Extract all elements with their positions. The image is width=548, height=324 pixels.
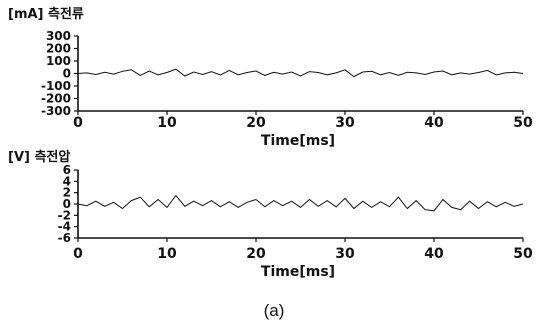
current-chart-y-tick-label: 0 bbox=[63, 67, 71, 81]
voltage-chart-y-tick-label: 6 bbox=[63, 163, 71, 177]
current-chart-x-tick-label: 30 bbox=[335, 115, 355, 131]
voltage-chart-y-tick-label: -2 bbox=[58, 208, 71, 222]
voltage-chart-y-tick-label: 2 bbox=[63, 186, 71, 200]
voltage-chart-x-tick-label: 10 bbox=[157, 246, 177, 262]
current-chart-title: [mA] 측전류 bbox=[8, 6, 84, 22]
voltage-chart-x-axis-label: Time[ms] bbox=[261, 264, 335, 280]
current-chart-signal-line bbox=[77, 68, 524, 78]
voltage-chart-y-tick-label: -4 bbox=[58, 220, 71, 234]
current-chart: [mA] 측전류 Time[ms] 3002001000-100-200-300… bbox=[8, 6, 533, 149]
voltage-chart-x-tick-label: 50 bbox=[513, 246, 533, 262]
voltage-chart-y-tick-label: -6 bbox=[58, 231, 71, 245]
voltage-chart-y-tick-label: 0 bbox=[63, 197, 71, 211]
voltage-chart-signal-line bbox=[77, 194, 524, 212]
current-chart-x-axis-label: Time[ms] bbox=[261, 133, 335, 149]
current-chart-x-tick-label: 20 bbox=[246, 115, 266, 131]
voltage-chart-x-tick-label: 30 bbox=[335, 246, 355, 262]
current-chart-y-tick-label: 100 bbox=[46, 54, 71, 68]
voltage-chart-y-tick-label: 4 bbox=[63, 174, 71, 188]
voltage-chart-x-tick-label: 0 bbox=[73, 246, 83, 262]
current-chart-y-tick-label: -200 bbox=[41, 92, 71, 106]
current-chart-y-tick-label: -100 bbox=[41, 79, 71, 93]
current-chart-y-tick-label: 200 bbox=[46, 42, 71, 56]
figure-caption: (a) bbox=[264, 301, 285, 320]
current-chart-y-tick-label: 300 bbox=[46, 29, 71, 43]
current-chart-y-tick-label: -300 bbox=[41, 104, 71, 118]
current-chart-x-tick-label: 0 bbox=[73, 115, 83, 131]
voltage-chart-title: [V] 측전압 bbox=[8, 149, 70, 165]
voltage-chart-x-tick-label: 20 bbox=[246, 246, 266, 262]
current-chart-x-tick-label: 40 bbox=[424, 115, 444, 131]
current-chart-x-tick-label: 10 bbox=[157, 115, 177, 131]
voltage-chart-x-tick-label: 40 bbox=[424, 246, 444, 262]
current-chart-x-tick-label: 50 bbox=[513, 115, 533, 131]
